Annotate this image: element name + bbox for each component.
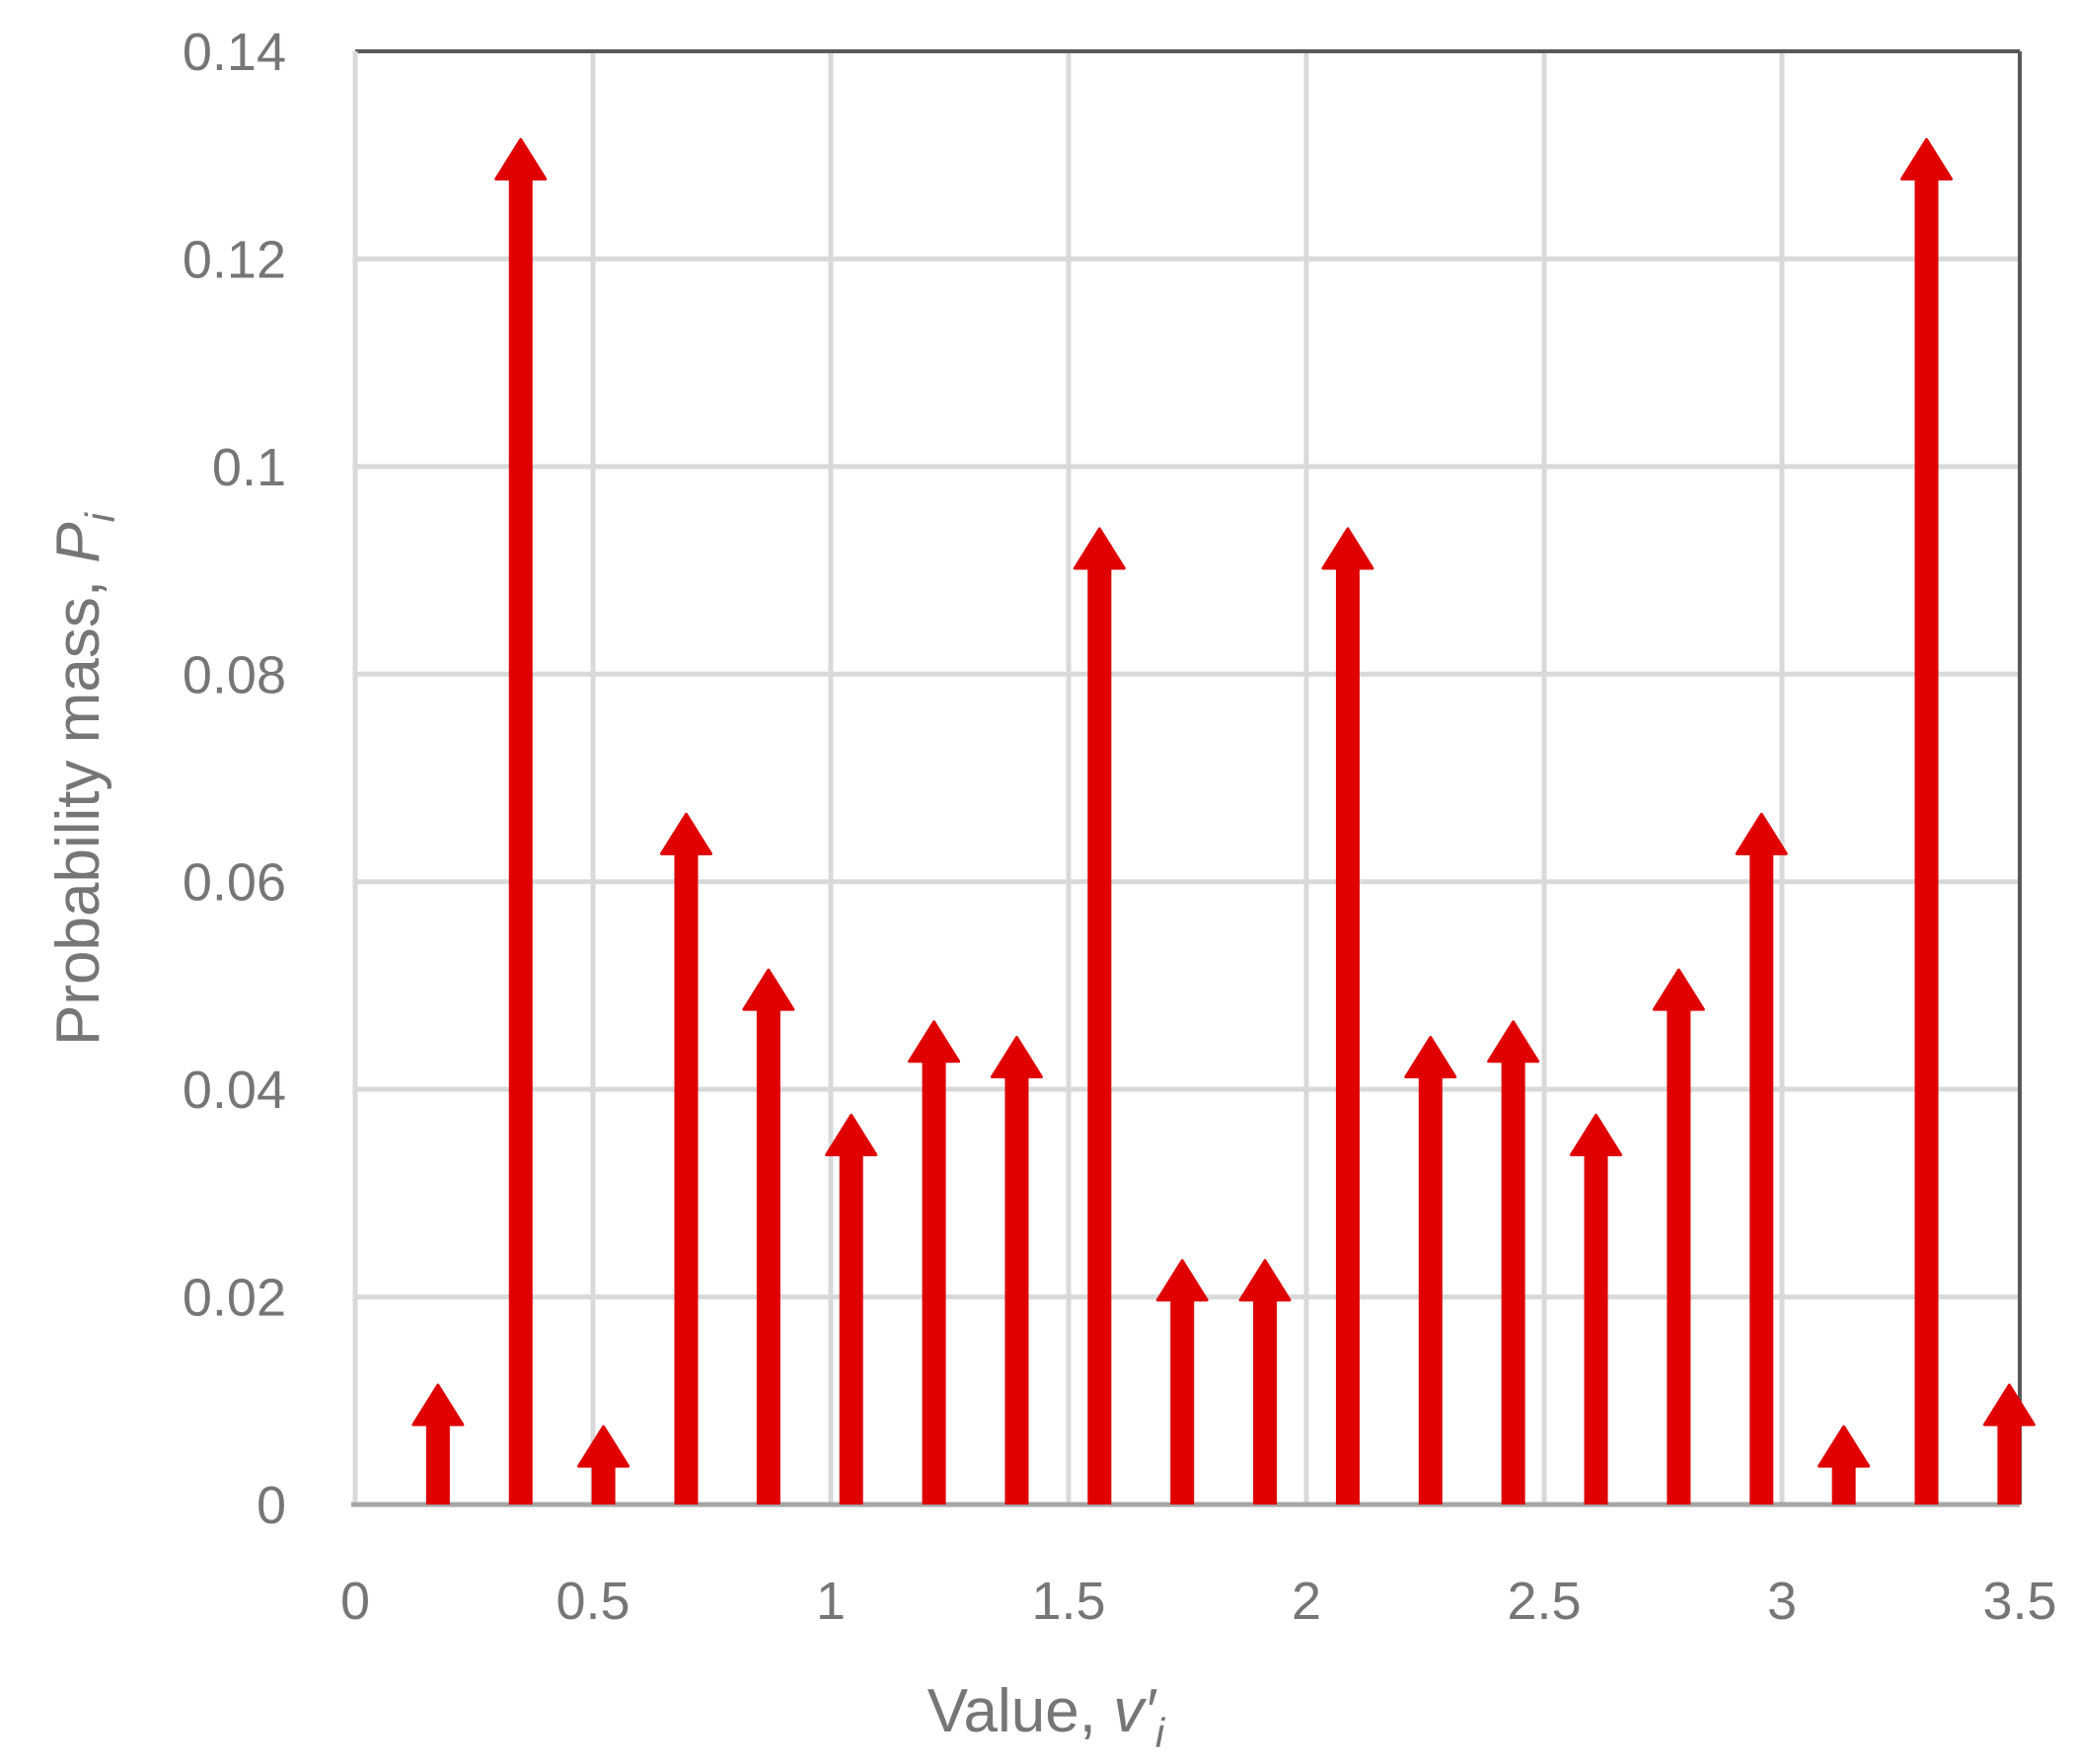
- y-tick-label: 0.14: [183, 23, 286, 82]
- x-tick-label: 0: [340, 1572, 370, 1631]
- y-tick-label: 0.1: [212, 438, 286, 497]
- stem-arrow: [1735, 812, 1788, 1505]
- stem-arrow: [1238, 1259, 1292, 1505]
- x-tick-label: 1: [816, 1572, 846, 1631]
- stem-arrow: [1404, 1036, 1457, 1505]
- stem-arrow: [494, 137, 548, 1506]
- stem-arrow: [1487, 1020, 1540, 1505]
- stems: [411, 137, 2036, 1506]
- stem-arrow: [1652, 968, 1705, 1505]
- x-tick-label: 1.5: [1031, 1572, 1105, 1631]
- grid: [355, 51, 2020, 1505]
- x-axis-title: Value, v′i: [927, 1677, 1166, 1756]
- y-tick-label: 0.06: [183, 853, 286, 913]
- y-axis-title: Probability mass, Pi: [44, 511, 123, 1046]
- x-tick-label: 0.5: [556, 1572, 630, 1631]
- stem-arrow: [411, 1383, 465, 1505]
- x-tick-label: 3: [1767, 1572, 1797, 1631]
- x-tick-label: 2.5: [1507, 1572, 1581, 1631]
- stem-arrow: [1982, 1383, 2036, 1505]
- stem-arrow: [825, 1113, 878, 1505]
- stem-arrow: [1900, 137, 1954, 1506]
- stem-arrow: [1073, 527, 1126, 1505]
- stem-arrow: [908, 1020, 961, 1505]
- x-tick-label: 3.5: [1982, 1572, 2056, 1631]
- stem-arrow: [1817, 1425, 1871, 1505]
- stem-arrow: [659, 812, 712, 1505]
- y-tick-label: 0.12: [183, 230, 286, 289]
- x-tick-label: 2: [1292, 1572, 1321, 1631]
- y-tick-label: 0.02: [183, 1269, 286, 1328]
- stem-arrow: [1155, 1259, 1209, 1505]
- stem-arrow: [1321, 527, 1374, 1505]
- stem-arrow: [577, 1425, 630, 1505]
- y-tick-label: 0.08: [183, 645, 286, 704]
- stem-arrow: [1570, 1113, 1623, 1505]
- tick-labels: 0 0.5 1 1.5 2 2.5 3 3.5 0 0.02 0.04 0.06 0.08 0.1 0.12…: [183, 23, 2057, 1631]
- stem-arrow: [990, 1036, 1043, 1505]
- y-tick-label: 0.04: [183, 1061, 286, 1120]
- stem-arrow: [742, 968, 795, 1505]
- y-tick-label: 0: [257, 1476, 286, 1535]
